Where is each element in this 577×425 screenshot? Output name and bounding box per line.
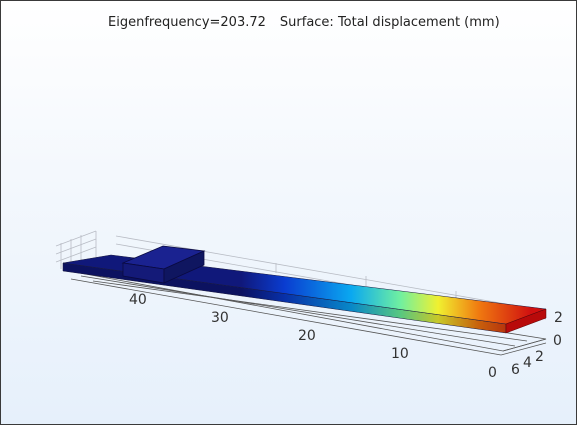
y-axis-ticks: 6 4 2 0 — [511, 333, 562, 378]
x-tick-label: 0 — [488, 365, 497, 381]
eigenfrequency-label: Eigenfrequency=203.72 — [108, 15, 266, 30]
z-tick-label: 2 — [554, 310, 563, 326]
x-tick-label: 10 — [391, 346, 409, 362]
x-axis-ticks: 40 30 20 10 0 — [129, 292, 497, 381]
x-tick-label: 30 — [211, 310, 229, 326]
y-tick-label: 6 — [511, 362, 520, 378]
x-tick-label: 40 — [129, 292, 147, 308]
z-axis-ticks: 2 0 — [554, 310, 563, 347]
x-tick-label: 20 — [298, 328, 316, 344]
y-tick-label: 0 — [553, 333, 562, 349]
beam-end-face — [505, 308, 547, 334]
z-tick-label-hidden: 0 — [554, 331, 563, 347]
y-tick-label: 4 — [523, 355, 532, 371]
plot-title: Eigenfrequency=203.72 Surface: Total disp… — [108, 15, 500, 30]
surface-label: Surface: Total displacement (mm) — [279, 15, 500, 30]
mass-block — [121, 245, 206, 284]
y-tick-label: 2 — [535, 349, 544, 365]
